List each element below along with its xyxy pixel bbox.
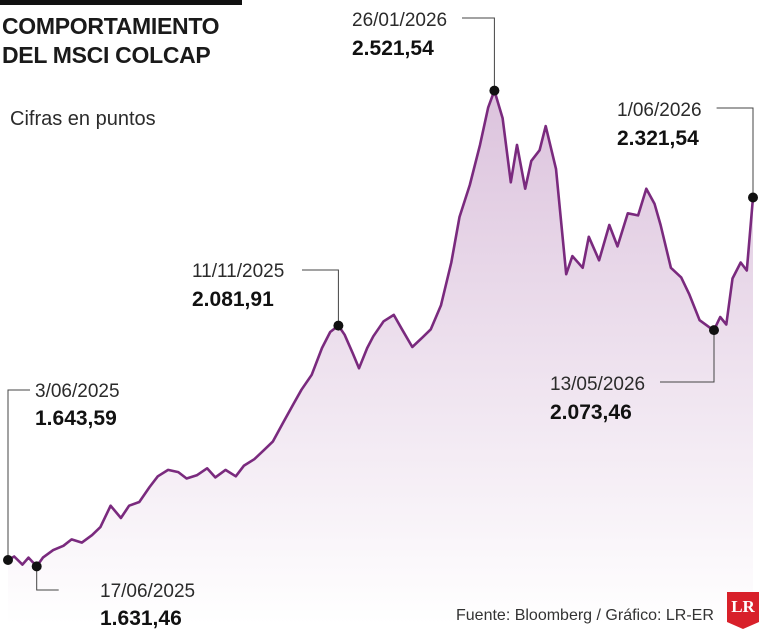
annotation-date-1: 3/06/2025 [35,381,120,402]
annotation-date-6: 1/06/2026 [617,100,702,121]
annotation-value-3: 2.081,91 [192,288,274,311]
annotation-value-5: 2.073,46 [550,401,632,424]
annotation-value-1: 1.643,59 [35,407,117,430]
chart-area-fill [8,90,753,626]
annotation-marker-5 [709,325,719,336]
source-credit: Fuente: Bloomberg / Gráfico: LR-ER [456,607,714,624]
annotation-date-3: 11/11/2025 [192,261,284,282]
annotation-date-5: 13/05/2026 [550,374,645,395]
chart-subtitle: Cifras en puntos [10,108,156,130]
annotation-leader-3 [302,269,339,326]
chart-annotations: 3/06/2025 1.643,59 17/06/2025 1.631,46 11/11… [3,10,758,630]
annotation-leader-2 [36,566,59,591]
lr-logo: LR [727,592,759,629]
annotation-marker-4 [489,85,500,96]
chart-title: COMPORTAMIENTO DEL MSCI COLCAP [2,12,220,70]
annotation-value-4: 2.521,54 [352,37,434,60]
annotation-leader-5 [660,330,715,383]
annotation-marker-1 [3,555,13,565]
annotation-leader-1 [7,389,30,560]
annotation-date-4: 26/01/2026 [352,10,447,31]
annotation-marker-3 [333,320,344,331]
annotation-value-6: 2.321,54 [617,127,699,150]
annotation-leader-4 [462,17,495,91]
annotation-leader-6 [716,107,754,198]
chart-title-line-1: COMPORTAMIENTO [2,13,220,39]
annotation-date-2: 17/06/2025 [100,581,195,602]
chart-series-line [7,89,755,568]
annotation-marker-2 [31,561,42,572]
annotation-value-2: 1.631,46 [100,607,182,630]
chart-title-line-2: DEL MSCI COLCAP [2,42,211,68]
annotation-marker-6 [748,192,758,203]
title-accent-bar [0,0,242,5]
